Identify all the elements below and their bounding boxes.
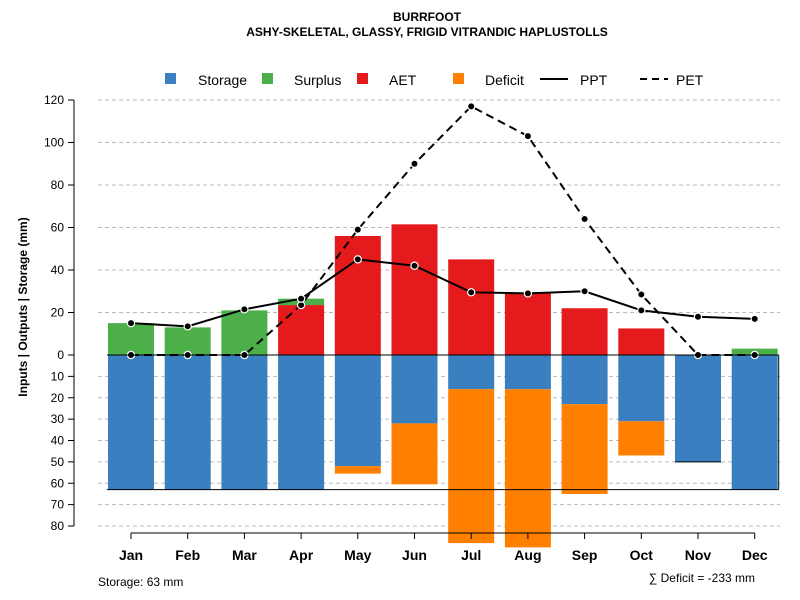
bar-aet-sep — [561, 308, 608, 355]
bar-deficit-jul — [448, 389, 495, 544]
y-tick-label-lower-80: 80 — [51, 519, 65, 533]
y-tick-label-lower-40: 40 — [51, 434, 65, 448]
x-tick-label-oct: Oct — [630, 547, 654, 563]
bar-storage-jul — [448, 355, 495, 390]
y-tick-label-lower-10: 10 — [51, 369, 65, 383]
deficit-total: ∑ Deficit = -233 mm — [649, 571, 755, 585]
bar-storage-feb — [164, 355, 211, 490]
y-tick-label-upper-100: 100 — [44, 136, 64, 150]
y-tick-label-upper-60: 60 — [51, 221, 65, 235]
legend-label-deficit: Deficit — [485, 72, 524, 88]
bar-storage-aug — [504, 355, 551, 390]
y-tick-label-upper-20: 20 — [51, 306, 65, 320]
point-ppt-jul — [467, 288, 476, 297]
bar-storage-dec — [731, 355, 778, 490]
point-ppt-jan — [126, 318, 136, 328]
bar-aet-apr — [278, 305, 325, 355]
bar-aet-jul — [448, 259, 495, 355]
y-tick-label-lower-60: 60 — [51, 476, 65, 490]
point-ppt-jun — [410, 261, 419, 270]
y-axis-label: Inputs | Outputs | Storage (mm) — [16, 217, 30, 396]
y-tick-labels: 0 20 40 60 80 100 120 10 20 30 40 50 60 70 80 — [44, 93, 64, 533]
point-ppt-aug — [523, 289, 533, 298]
point-ppt-oct — [637, 306, 646, 315]
point-pet-jul — [467, 102, 476, 111]
bar-storage-may — [334, 355, 381, 467]
bars — [108, 224, 778, 548]
legend-label-ppt: PPT — [580, 72, 608, 88]
legend-swatch-surplus — [262, 73, 273, 84]
bar-surplus-feb — [164, 327, 211, 355]
legend-swatch-storage — [165, 73, 176, 84]
bar-storage-sep — [561, 355, 608, 405]
legend-swatch-aet — [357, 73, 368, 84]
bar-deficit-jun — [391, 423, 438, 485]
point-ppt-mar — [240, 305, 249, 314]
x-tick-label-jan: Jan — [119, 547, 143, 563]
point-ppt-dec — [750, 314, 759, 324]
point-pet-jun — [410, 159, 419, 168]
point-pet-may — [353, 225, 362, 234]
line-pet — [131, 105, 755, 356]
bar-deficit-aug — [504, 389, 551, 548]
chart-title: BURRFOOT — [393, 10, 462, 24]
bar-surplus-jan — [108, 323, 154, 355]
bar-storage-mar — [221, 355, 268, 490]
point-ppt-may — [353, 255, 362, 264]
y-tick-label-lower-50: 50 — [51, 455, 65, 469]
y-tick-label-upper-0: 0 — [57, 348, 64, 362]
legend-label-storage: Storage — [198, 72, 247, 88]
bar-deficit-sep — [561, 404, 608, 494]
x-tick-labels: Jan Feb Mar Apr May Jun Jul Aug Sep Oct Nov Dec — [119, 547, 768, 563]
storage-footnote: Storage: 63 mm — [98, 575, 183, 589]
point-ppt-nov — [693, 312, 703, 321]
bar-storage-jan — [108, 355, 154, 490]
legend-label-aet: AET — [389, 72, 417, 88]
legend: Storage Surplus AET Deficit PPT PET — [165, 72, 704, 88]
x-tick-label-jun: Jun — [402, 547, 427, 563]
point-pet-sep — [580, 214, 589, 224]
y-tick-label-lower-70: 70 — [51, 498, 65, 512]
bar-storage-oct — [618, 355, 665, 422]
x-tick-label-nov: Nov — [685, 547, 712, 563]
point-ppt-feb — [183, 322, 192, 331]
x-tick-label-may: May — [344, 547, 371, 563]
bar-storage-apr — [278, 355, 325, 490]
axes — [68, 99, 779, 539]
point-pet-oct — [637, 290, 646, 299]
y-tick-label-upper-80: 80 — [51, 178, 65, 192]
x-tick-label-feb: Feb — [175, 547, 200, 563]
point-ppt-sep — [580, 287, 589, 296]
x-tick-label-mar: Mar — [232, 547, 257, 563]
storage-outline — [107, 355, 780, 491]
y-tick-label-lower-20: 20 — [51, 391, 65, 405]
bar-surplus-mar — [221, 310, 268, 355]
bar-storage-nov — [675, 355, 721, 462]
x-tick-label-aug: Aug — [514, 547, 541, 563]
point-pet-aug — [523, 131, 533, 141]
chart-subtitle: ASHY-SKELETAL, GLASSY, FRIGID VITRANDIC … — [246, 25, 608, 39]
x-tick-label-jul: Jul — [461, 547, 481, 563]
bar-deficit-may — [334, 466, 381, 474]
series-lines — [130, 105, 755, 356]
line-ppt — [130, 258, 755, 328]
x-tick-label-dec: Dec — [742, 547, 768, 563]
legend-label-surplus: Surplus — [294, 72, 341, 88]
series-points — [126, 102, 759, 360]
y-tick-label-lower-30: 30 — [51, 412, 65, 426]
x-tick-label-apr: Apr — [289, 547, 314, 563]
legend-swatch-deficit — [453, 73, 464, 84]
bar-aet-may — [334, 236, 381, 355]
bar-aet-aug — [504, 293, 551, 355]
y-tick-label-upper-120: 120 — [44, 93, 64, 107]
bar-aet-oct — [618, 328, 665, 355]
point-ppt-apr — [296, 294, 306, 303]
legend-label-pet: PET — [676, 72, 704, 88]
y-tick-label-upper-40: 40 — [51, 263, 65, 277]
bar-deficit-oct — [618, 421, 665, 456]
x-tick-label-sep: Sep — [572, 547, 598, 563]
bar-storage-jun — [391, 355, 438, 424]
bar-aet-jun — [391, 224, 438, 355]
